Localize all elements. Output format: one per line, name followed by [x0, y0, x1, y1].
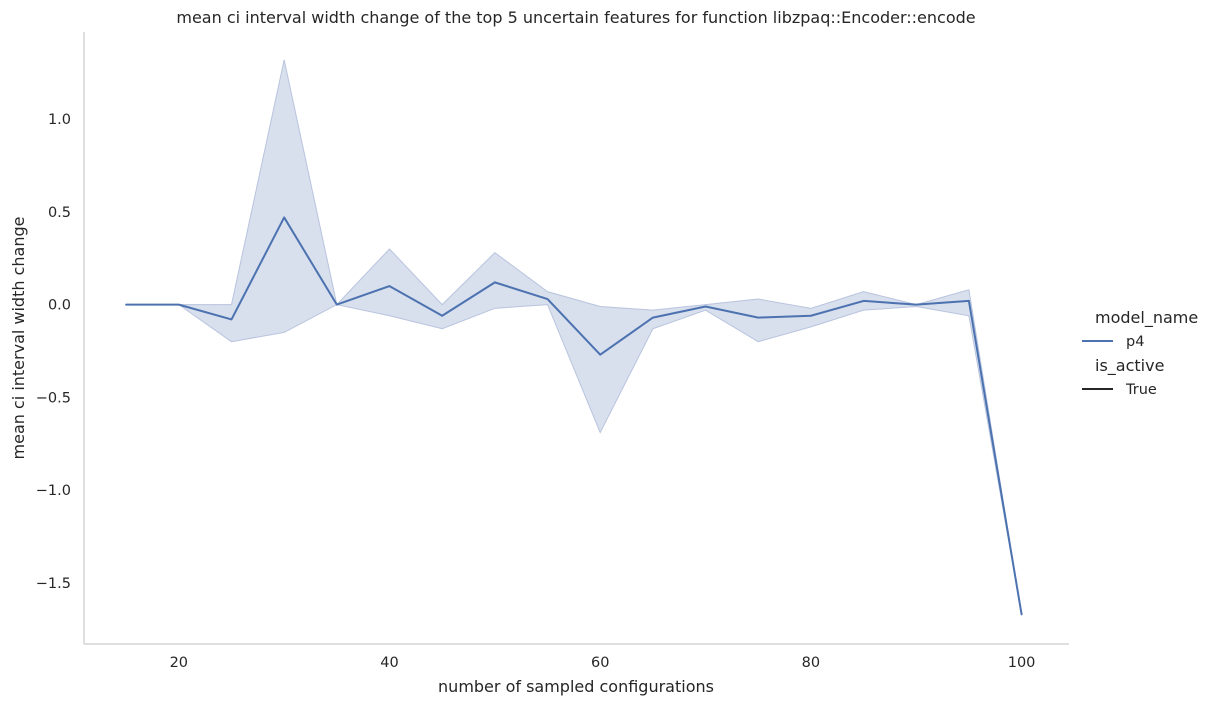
y-tick-label: −1.5 [36, 576, 71, 592]
x-tick-label: 60 [591, 655, 609, 671]
legend-p4-label: p4 [1126, 334, 1144, 350]
legend-true-label: True [1125, 382, 1157, 398]
y-tick-labels: −1.5 −1.0 −0.5 0.0 0.5 1.0 [36, 112, 71, 592]
legend-hue-title: model_name [1095, 308, 1198, 328]
x-tick-label: 100 [1008, 655, 1036, 671]
y-tick-label: 0.5 [48, 205, 71, 221]
ci-band-p4 [126, 59, 1023, 615]
y-axis-label: mean ci interval width change [9, 217, 28, 460]
y-tick-label: 0.0 [48, 298, 71, 314]
legend: model_name p4 is_active True [1082, 308, 1198, 398]
y-tick-label: 1.0 [48, 112, 71, 128]
legend-style-title: is_active [1095, 356, 1164, 376]
x-tick-label: 40 [380, 655, 398, 671]
series-line-p4 [125, 216, 1023, 616]
x-axis-label: number of sampled configurations [438, 677, 714, 696]
x-tick-labels: 20 40 60 80 100 [170, 655, 1036, 671]
x-tick-label: 80 [802, 655, 820, 671]
confidence-bands [126, 59, 1023, 615]
chart-title: mean ci interval width change of the top… [176, 8, 975, 27]
x-tick-label: 20 [170, 655, 188, 671]
y-tick-label: −1.0 [36, 483, 71, 499]
series-lines [125, 216, 1023, 616]
y-tick-label: −0.5 [36, 390, 71, 406]
